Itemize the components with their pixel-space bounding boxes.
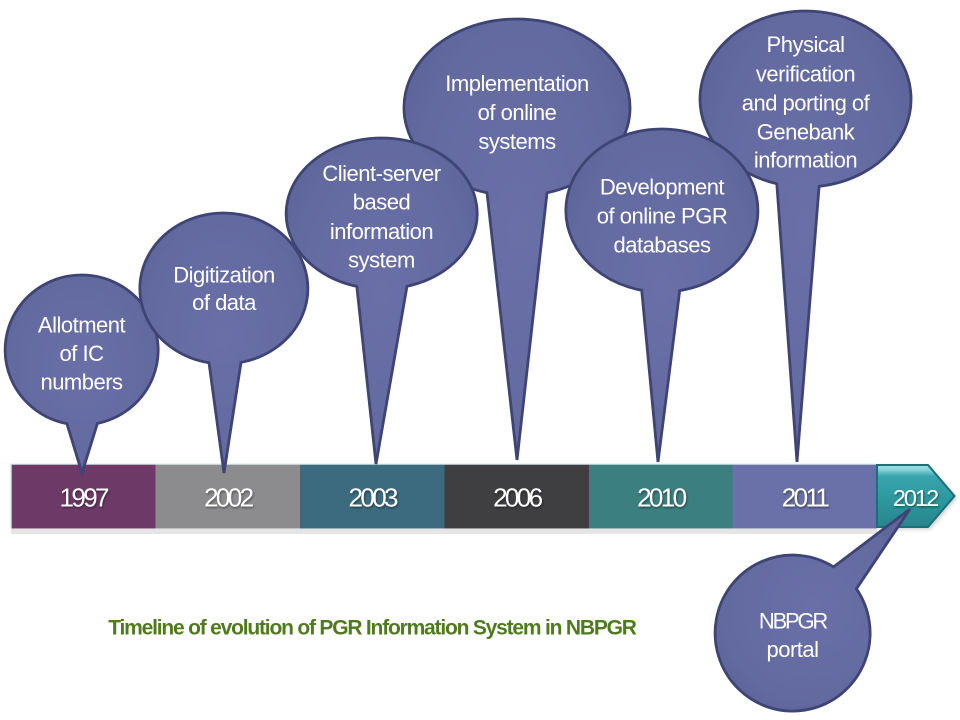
svg-text:2002: 2002 — [204, 483, 254, 513]
svg-text:portal: portal — [766, 637, 818, 662]
svg-text:of IC: of IC — [60, 341, 105, 366]
svg-text:of data: of data — [192, 290, 257, 315]
svg-text:Client-server: Client-server — [322, 161, 440, 186]
svg-text:information: information — [330, 219, 433, 244]
svg-text:systems: systems — [478, 129, 556, 154]
svg-text:Development: Development — [600, 175, 725, 200]
svg-text:2012: 2012 — [893, 485, 938, 511]
svg-text:Allotment: Allotment — [38, 313, 126, 338]
svg-text:information: information — [754, 148, 857, 173]
svg-text:Implementation: Implementation — [445, 71, 588, 96]
svg-text:Physical: Physical — [767, 32, 845, 57]
svg-text:Timeline of evolution of PGR I: Timeline of evolution of PGR Information… — [108, 617, 636, 640]
svg-text:system: system — [348, 248, 415, 273]
svg-text:based: based — [353, 190, 410, 215]
svg-text:2011: 2011 — [782, 483, 830, 513]
svg-text:verification: verification — [756, 62, 855, 87]
svg-text:2010: 2010 — [637, 483, 687, 513]
svg-text:Digitization: Digitization — [173, 263, 275, 288]
svg-text:numbers: numbers — [40, 370, 123, 395]
svg-text:2003: 2003 — [348, 483, 398, 513]
svg-text:of online: of online — [478, 100, 557, 125]
svg-text:and porting of: and porting of — [742, 91, 871, 116]
svg-text:of online PGR: of online PGR — [597, 204, 727, 229]
svg-text:Genebank: Genebank — [757, 120, 856, 145]
svg-text:NBPGR: NBPGR — [759, 609, 828, 634]
svg-text:databases: databases — [613, 233, 711, 258]
svg-text:2006: 2006 — [493, 483, 543, 513]
svg-text:1997: 1997 — [59, 483, 109, 513]
